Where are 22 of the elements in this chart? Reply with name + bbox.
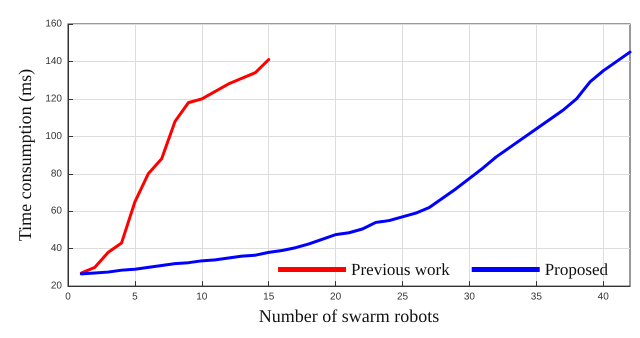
x-tick-label: 30 (464, 292, 476, 303)
x-tick-label: 0 (65, 292, 72, 303)
x-tick-label: 15 (263, 292, 275, 303)
x-tick-label: 5 (132, 292, 138, 303)
y-tick-label: 80 (50, 168, 62, 180)
x-tick-label: 25 (396, 292, 409, 303)
y-tick-label: 120 (45, 93, 62, 104)
x-tick-label: 10 (196, 292, 208, 303)
x-tick-label: 20 (330, 292, 342, 303)
legend-label: Previous work (351, 260, 450, 279)
y-tick-label: 20 (50, 280, 62, 292)
line-series (80, 58, 270, 274)
y-tick-label: 140 (45, 56, 62, 67)
y-tick-label: 40 (50, 243, 62, 254)
x-axis-title: Number of swarm robots (258, 306, 440, 326)
x-tick-label: 40 (598, 292, 610, 303)
y-tick-label: 100 (45, 130, 62, 142)
y-tick-label: 160 (45, 18, 62, 30)
x-tick-label: 35 (530, 292, 542, 303)
y-tick-label: 60 (50, 206, 62, 217)
legend-label: Proposed (544, 260, 608, 279)
y-axis-title: Time consumption (ms) (15, 68, 35, 242)
